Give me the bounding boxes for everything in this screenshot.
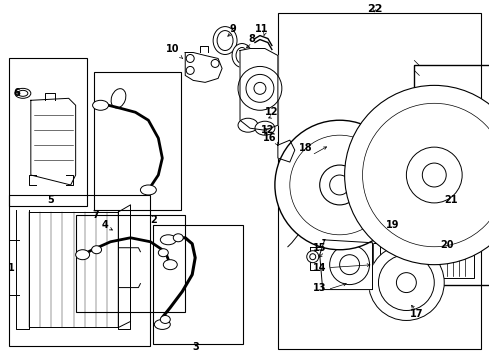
Circle shape — [396, 273, 416, 293]
Text: 19: 19 — [386, 220, 399, 230]
Text: 6: 6 — [14, 88, 20, 98]
Ellipse shape — [75, 250, 90, 260]
Ellipse shape — [213, 27, 237, 54]
Polygon shape — [319, 240, 372, 289]
Ellipse shape — [158, 249, 168, 257]
Circle shape — [330, 245, 369, 285]
Text: 15: 15 — [313, 243, 326, 253]
Text: 14: 14 — [313, 263, 326, 273]
Circle shape — [344, 85, 490, 265]
Circle shape — [238, 67, 282, 110]
Circle shape — [186, 54, 194, 62]
Bar — [94, 72, 181, 210]
Text: 7: 7 — [92, 210, 99, 220]
Circle shape — [211, 59, 219, 67]
Ellipse shape — [15, 88, 31, 98]
Ellipse shape — [163, 260, 177, 270]
Circle shape — [186, 67, 194, 75]
Ellipse shape — [141, 185, 156, 195]
Polygon shape — [278, 140, 295, 162]
Bar — [153, 225, 243, 345]
Text: 13: 13 — [313, 283, 326, 293]
Circle shape — [290, 135, 390, 235]
Text: 22: 22 — [367, 4, 382, 14]
Text: 4: 4 — [101, 220, 108, 230]
Circle shape — [246, 75, 274, 102]
Circle shape — [406, 147, 462, 203]
Ellipse shape — [154, 319, 171, 329]
Ellipse shape — [238, 118, 258, 132]
Text: 16: 16 — [263, 133, 277, 143]
Bar — [9, 195, 150, 346]
Text: 20: 20 — [441, 240, 454, 250]
Text: 12: 12 — [265, 107, 279, 117]
Bar — [372, 243, 380, 298]
Circle shape — [368, 245, 444, 320]
Circle shape — [307, 251, 318, 263]
Circle shape — [385, 190, 394, 200]
Circle shape — [378, 255, 434, 310]
Ellipse shape — [160, 235, 176, 245]
Text: 2: 2 — [150, 215, 157, 225]
Ellipse shape — [173, 234, 183, 242]
Bar — [377, 181, 405, 209]
Circle shape — [275, 120, 404, 250]
Text: 11: 11 — [255, 24, 269, 33]
Text: 10: 10 — [166, 44, 179, 54]
Text: 9: 9 — [230, 24, 236, 33]
Circle shape — [340, 255, 360, 275]
Ellipse shape — [217, 31, 233, 50]
Ellipse shape — [160, 315, 171, 323]
Bar — [9, 58, 87, 206]
Text: 18: 18 — [299, 143, 313, 153]
Circle shape — [254, 82, 266, 94]
Text: 17: 17 — [410, 310, 423, 319]
Circle shape — [363, 103, 490, 247]
Text: 1: 1 — [7, 263, 14, 273]
Circle shape — [422, 163, 446, 187]
Text: 5: 5 — [48, 195, 54, 205]
Circle shape — [310, 254, 316, 260]
Polygon shape — [185, 53, 222, 82]
Bar — [439, 250, 474, 278]
Ellipse shape — [92, 246, 101, 254]
Text: 3: 3 — [193, 342, 199, 352]
Circle shape — [319, 165, 360, 205]
Text: 12: 12 — [261, 125, 275, 135]
Circle shape — [330, 175, 349, 195]
Bar — [75, 215, 185, 312]
Ellipse shape — [255, 121, 275, 135]
Text: 8: 8 — [248, 33, 255, 44]
Ellipse shape — [93, 100, 108, 110]
Circle shape — [379, 185, 399, 205]
Ellipse shape — [18, 90, 28, 96]
Bar — [415, 66, 490, 285]
Text: 21: 21 — [444, 195, 458, 205]
Ellipse shape — [236, 48, 248, 63]
Polygon shape — [240, 49, 278, 130]
Ellipse shape — [232, 44, 252, 67]
Bar — [278, 13, 481, 349]
